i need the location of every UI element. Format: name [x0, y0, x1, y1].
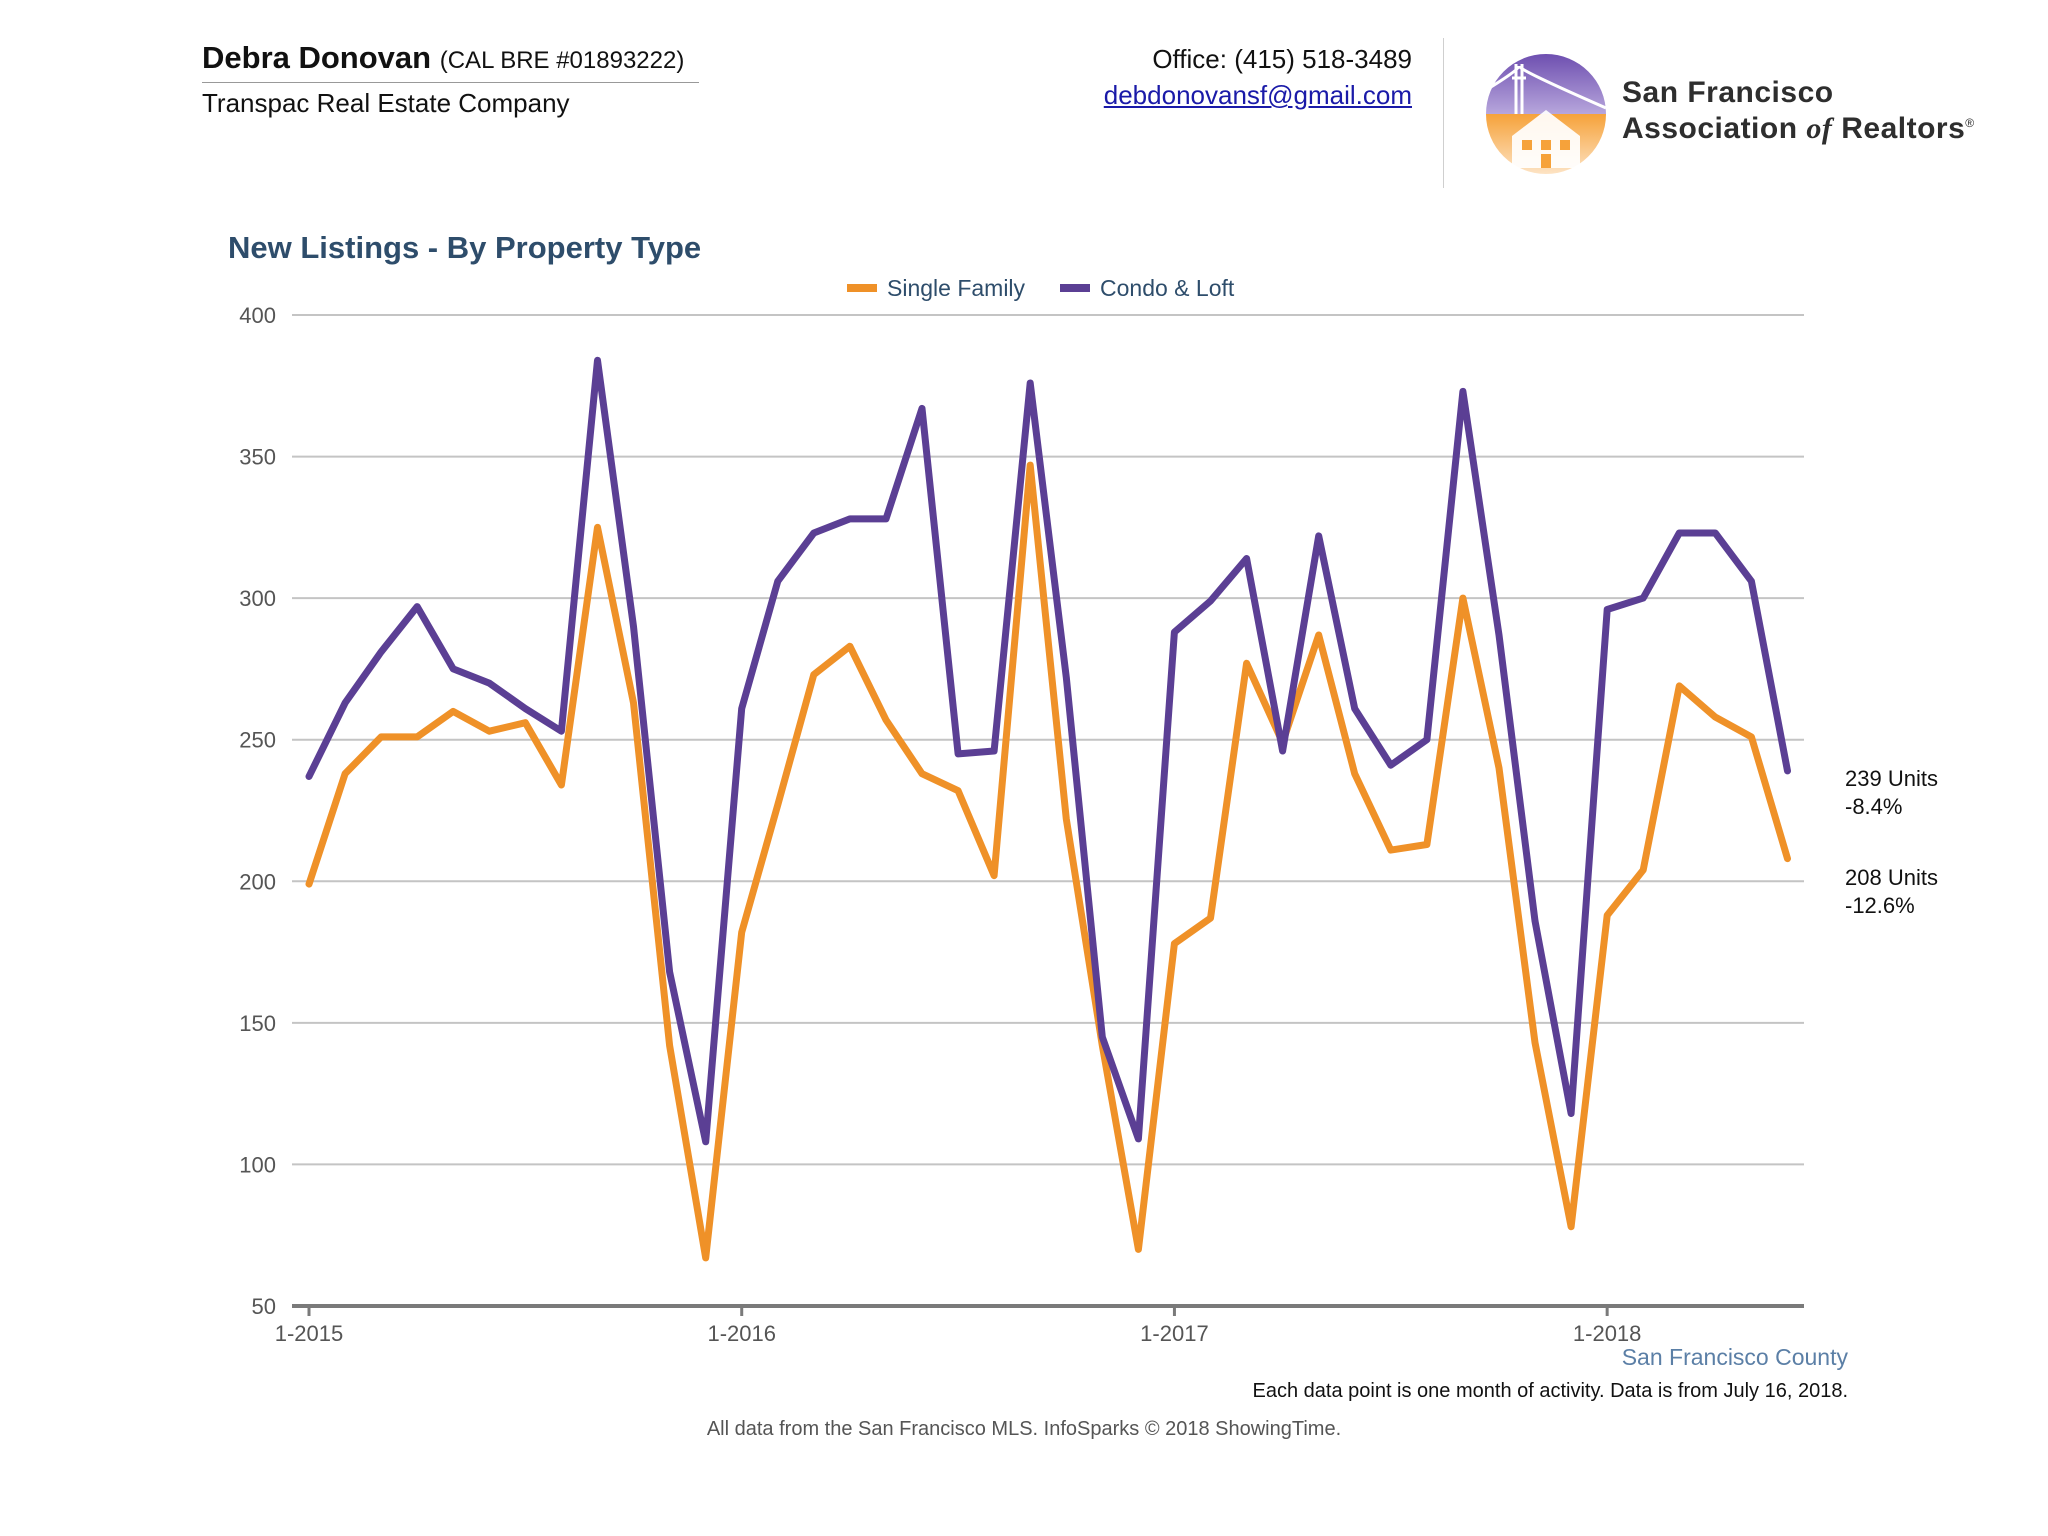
agent-name: Debra Donovan (CAL BRE #01893222) — [202, 40, 684, 76]
y-tick-label-300: 300 — [239, 586, 276, 611]
association-of: of — [1806, 112, 1833, 145]
office-phone: Office: (415) 518-3489 — [1152, 44, 1412, 74]
agent-name-text: Debra Donovan — [202, 40, 432, 75]
registered-mark: ® — [1965, 116, 1975, 130]
y-tick-label-200: 200 — [239, 869, 276, 894]
x-axis: 1-2015 1-2016 1-2017 1-2018 — [275, 1304, 1804, 1346]
y-tick-label-350: 350 — [239, 445, 276, 470]
chart-legend: Single Family Condo & Loft — [847, 275, 1235, 301]
county-label: San Francisco County — [1621, 1344, 1848, 1370]
annotation-change-1: -12.6% — [1845, 893, 1915, 918]
data-period-note: Each data point is one month of activity… — [1252, 1380, 1849, 1402]
annotation-change-0: -8.4% — [1845, 794, 1902, 819]
header-vertical-divider — [1443, 38, 1444, 188]
y-tick-label-250: 250 — [239, 728, 276, 753]
y-tick-label-150: 150 — [239, 1011, 276, 1036]
y-tick-label-400: 400 — [239, 303, 276, 328]
chart-series — [305, 356, 1791, 1262]
y-tick-label-100: 100 — [239, 1152, 276, 1177]
association-realtors: Realtors — [1841, 112, 1966, 145]
agent-company: Transpac Real Estate Company — [202, 88, 570, 118]
x-tick-label-2: 1-2017 — [1140, 1321, 1209, 1346]
x-tick-label-3: 1-2018 — [1573, 1321, 1642, 1346]
annotation-units-1: 208 Units — [1845, 865, 1938, 890]
golden-gate-bridge-house-logo — [1485, 54, 1607, 174]
x-tick-label-1: 1-2016 — [707, 1321, 776, 1346]
agent-license: (CAL BRE #01893222) — [439, 47, 685, 74]
association-name-line1: San Francisco — [1622, 76, 1834, 109]
legend-label-1: Condo & Loft — [1100, 275, 1235, 301]
association-name-line2: Association of Realtors® — [1622, 112, 1975, 146]
legend-label-0: Single Family — [887, 275, 1026, 301]
end-annotations: 239 Units -8.4% 208 Units -12.6% — [1845, 766, 1938, 918]
series-line-single-family — [305, 461, 1791, 1262]
chart-title: New Listings - By Property Type — [228, 230, 702, 265]
y-axis-ticks: 50 100 150 200 250 300 350 400 — [239, 303, 276, 1319]
y-tick-label-50: 50 — [252, 1294, 276, 1319]
header-divider — [202, 82, 699, 83]
annotation-units-0: 239 Units — [1845, 766, 1938, 791]
series-line-condo-loft — [305, 356, 1791, 1146]
association-word: Association — [1622, 112, 1798, 145]
agent-email-link[interactable]: debdonovansf@gmail.com — [1103, 80, 1412, 110]
data-source-note: All data from the San Francisco MLS. Inf… — [706, 1418, 1342, 1440]
x-tick-label-0: 1-2015 — [275, 1321, 344, 1346]
